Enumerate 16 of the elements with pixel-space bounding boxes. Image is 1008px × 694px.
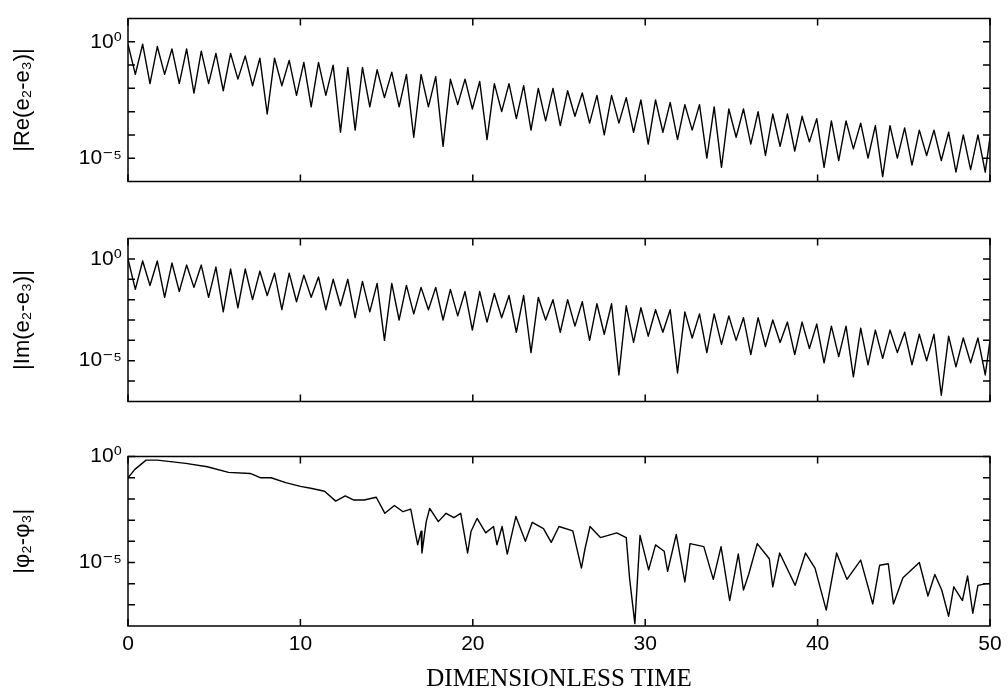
y-tick-label: 10⁰ [90, 28, 122, 52]
y-tick-label: 10⁻⁵ [78, 347, 122, 371]
x-tick-label: 40 [805, 631, 830, 655]
x-tick-label: 0 [122, 631, 134, 655]
x-tick-label: 50 [978, 631, 1002, 655]
y-axis-title: |Re(e₂-e₃)| [9, 48, 35, 152]
x-tick-label: 30 [633, 631, 657, 655]
x-tick-label: 10 [288, 631, 313, 655]
x-tick-label: 20 [461, 631, 485, 655]
y-tick-label: 10⁰ [90, 443, 122, 467]
y-axis-title: |φ₂-φ₃| [9, 508, 35, 574]
y-tick-label: 10⁻⁵ [78, 144, 122, 168]
y-axis-title: |Im(e₂-e₃)| [9, 270, 35, 370]
y-tick-label: 10⁻⁵ [78, 549, 122, 573]
x-axis-title: DIMENSIONLESS TIME [426, 663, 692, 691]
y-tick-label: 10⁰ [90, 245, 122, 269]
